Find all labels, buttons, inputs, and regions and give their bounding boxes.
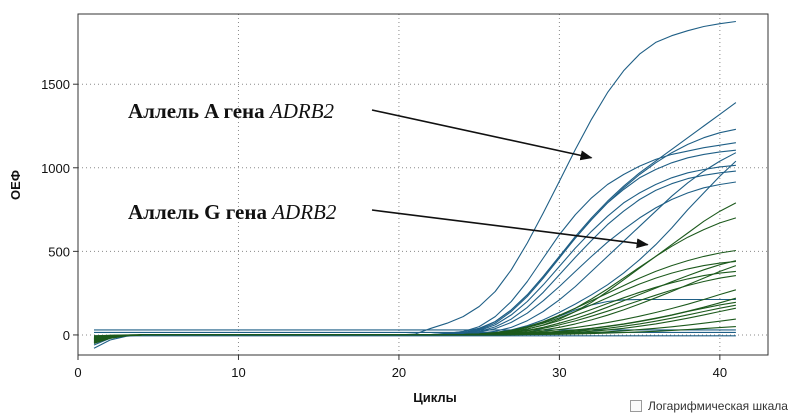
allele-g-curve: [93, 260, 736, 342]
allele-a-arrow: [371, 109, 593, 161]
allele-g-curve: [93, 289, 737, 339]
x-tick-label: 0: [74, 365, 81, 380]
allele-a-curve: [93, 152, 737, 340]
y-tick-label: 1500: [41, 77, 70, 92]
allele-a-curve: [93, 164, 736, 342]
annotation-text: Аллель G гена: [128, 200, 272, 224]
annotation-text: Аллель A гена: [128, 99, 270, 123]
log-scale-toggle[interactable]: Логарифмическая шкала: [630, 397, 788, 415]
log-scale-checkbox[interactable]: [630, 400, 642, 412]
allele-a-curve: [93, 170, 736, 341]
y-tick-label: 0: [63, 328, 70, 343]
allele-g-curve: [93, 249, 736, 343]
allele-a-curve: [93, 160, 737, 340]
allele-a-label: Аллель A гена ADRB2: [128, 99, 335, 123]
log-scale-label: Логарифмическая шкала: [648, 399, 788, 413]
allele-g-curve: [93, 265, 737, 340]
allele-a-curve: [93, 128, 737, 343]
amplification-curves: [93, 20, 737, 349]
axis-ticks: 0 10 20 30 40 0 500 1000 1500: [41, 77, 727, 380]
gene-name: ADRB2: [268, 99, 335, 123]
allele-g-arrow: [371, 209, 649, 249]
allele-g-label: Аллель G гена ADRB2: [128, 200, 337, 224]
allele-a-curve: [93, 149, 736, 343]
y-axis-title: ОЕФ: [8, 170, 23, 200]
x-tick-label: 20: [392, 365, 406, 380]
x-tick-label: 30: [552, 365, 566, 380]
x-tick-label: 40: [713, 365, 727, 380]
y-tick-label: 1000: [41, 161, 70, 176]
allele-g-curve: [93, 326, 736, 337]
grid-lines: [78, 14, 768, 355]
x-axis-title: Циклы: [413, 390, 457, 405]
gene-name: ADRB2: [270, 200, 337, 224]
x-tick-label: 10: [231, 365, 245, 380]
y-tick-label: 500: [48, 244, 70, 259]
plot-frame: [77, 13, 769, 356]
